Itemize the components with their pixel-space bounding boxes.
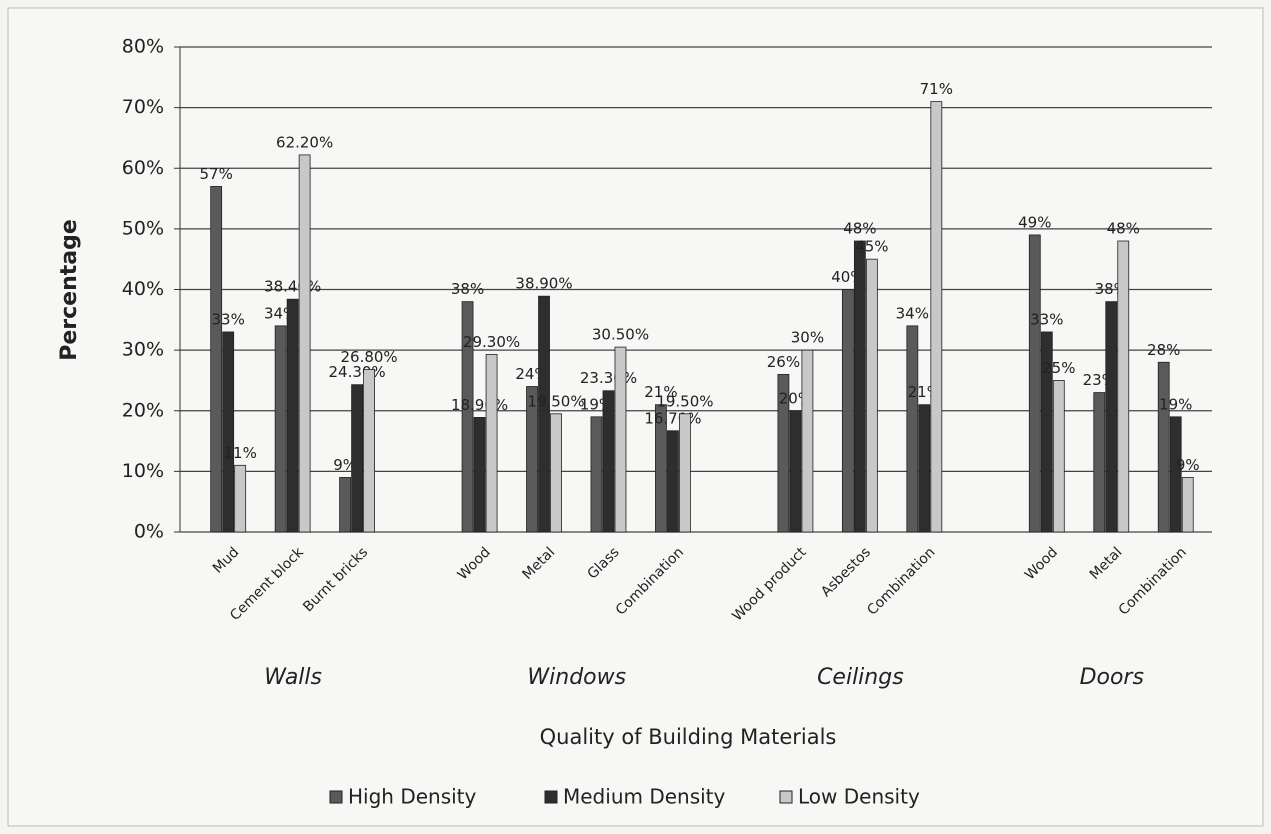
- value-label: 21%: [644, 383, 677, 401]
- bar: [841, 289, 854, 533]
- bar: [222, 331, 235, 533]
- value-label: 19.50%: [527, 392, 584, 410]
- bar: [461, 301, 474, 533]
- y-tick-label: 40%: [122, 278, 164, 300]
- bar: [339, 477, 351, 533]
- bar: [853, 240, 866, 533]
- value-label: 45%: [855, 238, 888, 256]
- y-tick-label: 10%: [122, 460, 164, 482]
- value-label: 23.30%: [580, 369, 637, 387]
- bar: [614, 346, 627, 533]
- x-axis-title: Quality of Building Materials: [540, 725, 837, 749]
- bar: [351, 384, 363, 533]
- legend-label: High Density: [348, 785, 477, 809]
- bar: [1117, 240, 1130, 533]
- bar: [777, 373, 790, 533]
- y-tick-label: 60%: [122, 157, 164, 179]
- value-label: 34%: [896, 304, 929, 322]
- group-label: Doors: [1080, 665, 1144, 690]
- value-label: 48%: [1107, 220, 1140, 238]
- y-tick-label: 0%: [134, 521, 164, 543]
- bar: [1052, 380, 1065, 533]
- bar: [1028, 234, 1041, 533]
- value-label: 25%: [1042, 359, 1075, 377]
- bar: [234, 464, 247, 533]
- value-label: 29.30%: [463, 333, 520, 351]
- bar: [590, 416, 603, 533]
- value-label: 49%: [1018, 213, 1051, 231]
- legend-swatch: [779, 790, 793, 804]
- value-label: 19.50%: [656, 392, 713, 410]
- y-tick-label: 30%: [122, 339, 164, 361]
- value-label: 30.50%: [592, 326, 649, 344]
- bar: [801, 349, 814, 533]
- bar: [789, 410, 802, 533]
- value-label: 9%: [333, 456, 357, 474]
- value-label: 71%: [920, 80, 953, 98]
- bar: [679, 413, 691, 533]
- bar: [538, 295, 550, 533]
- value-label: 38.90%: [515, 275, 572, 293]
- bar: [363, 369, 375, 533]
- value-label: 18.90%: [451, 396, 508, 414]
- value-label: 48%: [843, 220, 876, 238]
- bar: [1157, 361, 1170, 533]
- bar: [550, 413, 562, 533]
- bar: [485, 353, 498, 533]
- value-label: 57%: [200, 165, 233, 183]
- value-label: 19%: [1159, 395, 1192, 413]
- bar: [210, 186, 223, 533]
- value-label: 16.70%: [644, 409, 701, 427]
- bar: [602, 390, 615, 533]
- value-label: 38.40%: [264, 278, 321, 296]
- bar: [1040, 331, 1053, 533]
- bar: [526, 386, 538, 533]
- bar: [667, 430, 679, 533]
- legend-label: Medium Density: [563, 785, 726, 809]
- bar: [1169, 416, 1182, 533]
- y-axis-title: Percentage: [57, 219, 82, 361]
- bar: [1181, 477, 1194, 533]
- legend-swatch: [329, 790, 343, 804]
- y-tick-label: 70%: [122, 96, 164, 118]
- value-label: 30%: [791, 329, 824, 347]
- value-label: 9%: [1176, 456, 1200, 474]
- bar: [930, 101, 943, 533]
- bar: [286, 298, 299, 533]
- value-label: 11%: [224, 444, 257, 462]
- value-label: 33%: [1030, 310, 1063, 328]
- y-tick-label: 20%: [122, 399, 164, 421]
- value-label: 38%: [451, 280, 484, 298]
- group-label: Walls: [264, 665, 322, 690]
- bar: [274, 325, 287, 533]
- group-label: Ceilings: [817, 665, 904, 690]
- bar: [865, 258, 878, 533]
- value-label: 28%: [1147, 341, 1180, 359]
- legend-label: Low Density: [798, 785, 920, 809]
- bar: [298, 154, 311, 533]
- y-tick-label: 50%: [122, 217, 164, 239]
- bar: [655, 404, 667, 533]
- legend-swatch: [544, 790, 558, 804]
- frame: [7, 7, 1264, 827]
- bar: [473, 417, 486, 533]
- value-label: 62.20%: [276, 133, 333, 151]
- bar: [1105, 301, 1118, 533]
- bar: [918, 404, 931, 533]
- group-label: Windows: [527, 665, 626, 690]
- bar: [906, 325, 919, 533]
- value-label: 26.80%: [340, 348, 397, 366]
- y-tick-label: 80%: [122, 36, 164, 58]
- bar: [1093, 392, 1106, 533]
- value-label: 33%: [212, 310, 245, 328]
- value-label: 26%: [767, 353, 800, 371]
